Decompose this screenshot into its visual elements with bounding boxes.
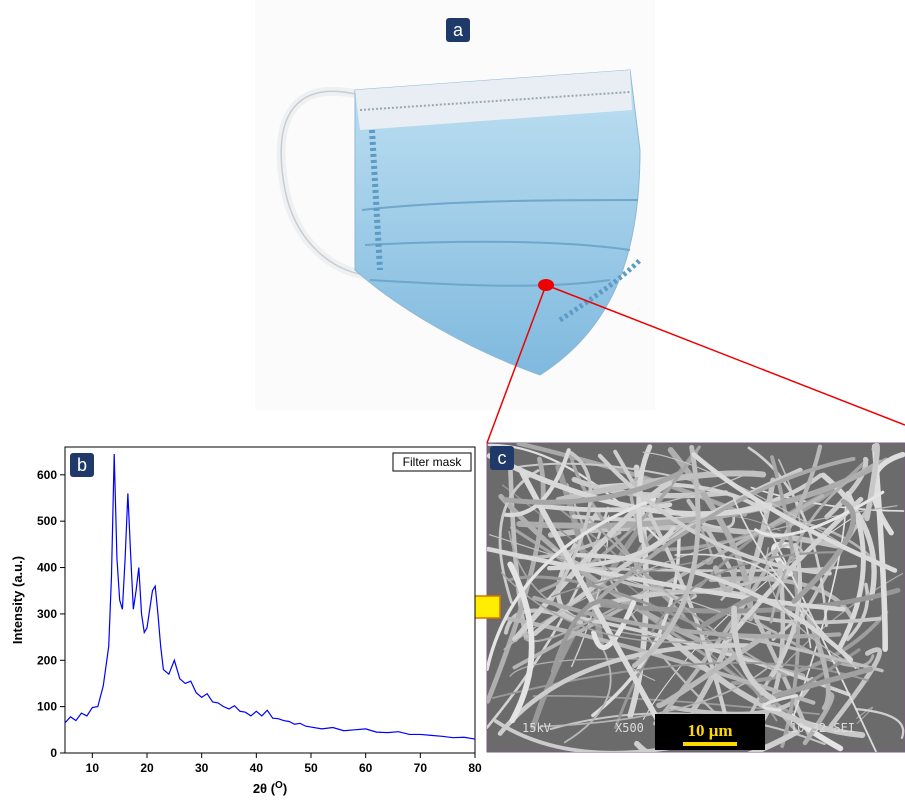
sem-info: X500: [615, 721, 644, 735]
figure: a c 15kV X500 10 32 SEI 10 μm 0 100 200 300…: [0, 0, 905, 802]
y-tick-label: 100: [37, 700, 57, 714]
x-tick-label: 80: [468, 761, 482, 775]
sem-info: 15kV: [522, 721, 551, 735]
y-tick-label: 200: [37, 653, 57, 667]
legend-label: Filter mask: [403, 455, 463, 469]
sem-info: 10 32 SEI: [790, 721, 855, 735]
scale-bar-label: 10 μm: [687, 721, 732, 740]
y-tick-label: 300: [37, 607, 57, 621]
x-tick-label: 60: [359, 761, 373, 775]
y-axis-label: Intensity (a.u.): [10, 556, 25, 644]
x-tick-label: 50: [304, 761, 318, 775]
y-tick-label: 600: [37, 468, 57, 482]
scale-bar: [683, 742, 737, 746]
y-tick-label: 400: [37, 561, 57, 575]
panel-label: c: [498, 448, 507, 468]
x-axis-label-end: ): [283, 781, 287, 796]
plot-frame: [65, 447, 475, 753]
x-tick-label: 70: [414, 761, 428, 775]
x-axis-label: 2θ (O): [253, 780, 287, 796]
panel-label: b: [77, 455, 87, 475]
x-tick-label: 30: [195, 761, 209, 775]
x-axis-label-main: 2θ (: [253, 781, 276, 796]
x-tick-label: 40: [250, 761, 264, 775]
plot: 0 100 200 300 400 500 600 10 20 30 40 50 60 70 80: [37, 447, 482, 775]
y-tick-label: 500: [37, 514, 57, 528]
y-tick-label: 0: [50, 746, 57, 760]
x-tick-label: 20: [140, 761, 154, 775]
panel-label: a: [453, 20, 464, 40]
x-tick-label: 10: [86, 761, 100, 775]
sample-point: [538, 279, 554, 291]
mask-illustration: [255, 0, 655, 410]
